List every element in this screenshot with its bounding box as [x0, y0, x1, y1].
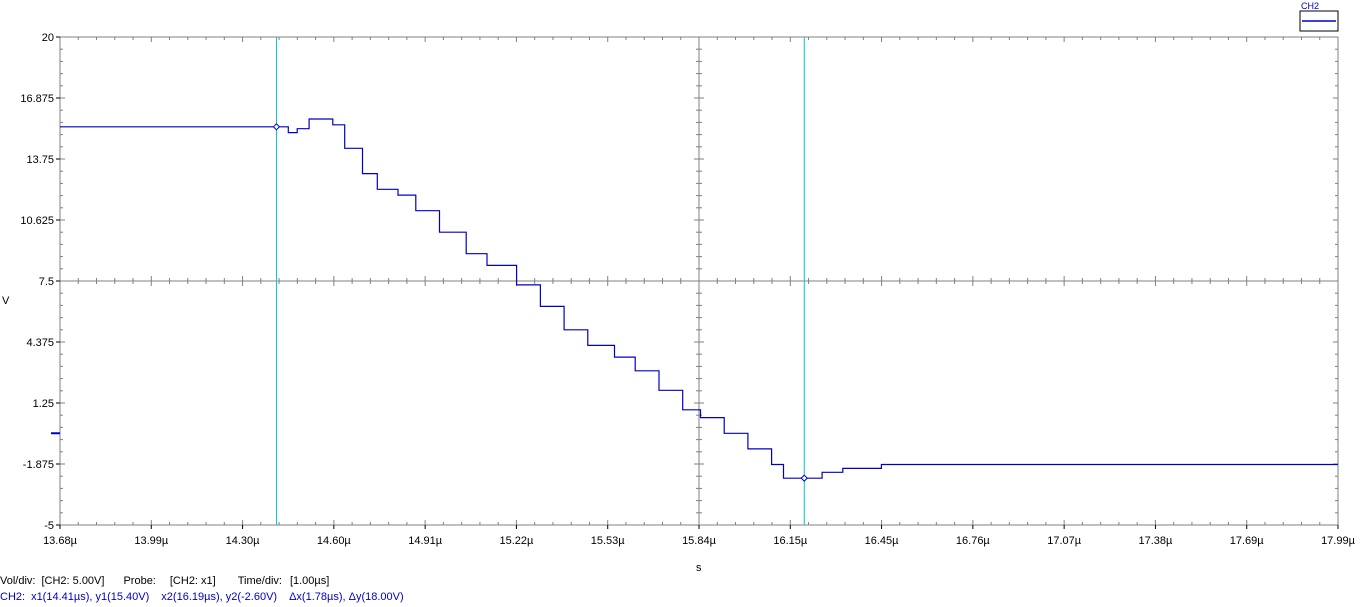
- y-tick-label: -5: [44, 520, 54, 532]
- y-tick-label: 16.875: [20, 93, 54, 105]
- y-tick-label: 10.625: [20, 215, 54, 227]
- x-tick-label: 13.68µ: [43, 535, 78, 547]
- y-tick-label: 7.5: [39, 276, 54, 288]
- cursor1-readout: x1(14.41µs), y1(15.40V): [31, 591, 150, 603]
- x-tick-label: 14.60µ: [317, 535, 352, 547]
- cursor-marker-1: [272, 123, 281, 131]
- voltdiv-value: [CH2: 5.00V]: [41, 575, 105, 587]
- legend: CH2: [1299, 1, 1339, 32]
- y-tick-label: 20: [42, 32, 54, 44]
- cursor-channel: CH2:: [0, 591, 26, 603]
- cursor-delta-readout: Δx(1.78µs), Δy(18.00V): [289, 591, 404, 603]
- grid: [59, 36, 1339, 526]
- x-tick-label: 15.84µ: [682, 535, 717, 547]
- x-tick-label: 14.91µ: [408, 535, 443, 547]
- x-tick-label: 16.45µ: [865, 535, 900, 547]
- voltdiv-label: Vol/div:: [0, 575, 36, 587]
- cursors[interactable]: [275, 37, 805, 525]
- x-tick-label: 15.53µ: [591, 535, 626, 547]
- legend-label: CH2: [1301, 1, 1319, 11]
- y-axis-ticks: 20 16.875 13.75 10.625 7.5 4.375 1.25 -1.875 -5: [20, 32, 60, 532]
- cursor2-readout: x2(16.19µs), y2(-2.60V): [161, 591, 278, 603]
- status-bar: Vol/div: [CH2: 5.00V] Probe: [CH2: x1] Time/…: [0, 574, 1361, 607]
- trace-layer: [51, 118, 1338, 482]
- probe-value: [CH2: x1]: [169, 575, 216, 587]
- trace-ch2: [60, 118, 1338, 479]
- x-axis-ticks: 13.68µ 13.99µ 14.30µ 14.60µ 14.91µ 15.22µ 15.5…: [43, 525, 1356, 547]
- y-tick-label: 1.25: [33, 398, 54, 410]
- settings-row: Vol/div: [CH2: 5.00V] Probe: [CH2: x1] Time/…: [0, 575, 329, 587]
- x-tick-label: 17.07µ: [1047, 535, 1082, 547]
- x-tick-label: 17.38µ: [1138, 535, 1173, 547]
- x-tick-label: 14.30µ: [226, 535, 261, 547]
- probe-label: Probe:: [123, 575, 156, 587]
- x-axis-label: s: [696, 562, 702, 574]
- timediv-value: [1.00µs]: [289, 575, 330, 587]
- x-tick-label: 16.15µ: [773, 535, 808, 547]
- x-tick-label: 13.99µ: [134, 535, 169, 547]
- x-tick-label: 17.69µ: [1230, 535, 1265, 547]
- cursor-marker-2: [800, 474, 808, 482]
- y-tick-label: 4.375: [26, 337, 54, 349]
- x-tick-label: 16.76µ: [956, 535, 991, 547]
- y-tick-label: 13.75: [26, 154, 54, 166]
- x-tick-label: 15.22µ: [499, 535, 534, 547]
- x-tick-label: 17.99µ: [1321, 535, 1356, 547]
- cursor-readout-row: CH2: x1(14.41µs), y1(15.40V) x2(16.19µs), …: [0, 591, 404, 603]
- oscilloscope-plot: 2016.87513.7510.6257.54.3751.25-1.875-5 …: [2, 1, 1356, 574]
- y-tick-label: -1.875: [23, 459, 54, 471]
- timediv-label: Time/div:: [237, 575, 282, 587]
- y-axis-label: V: [2, 295, 10, 307]
